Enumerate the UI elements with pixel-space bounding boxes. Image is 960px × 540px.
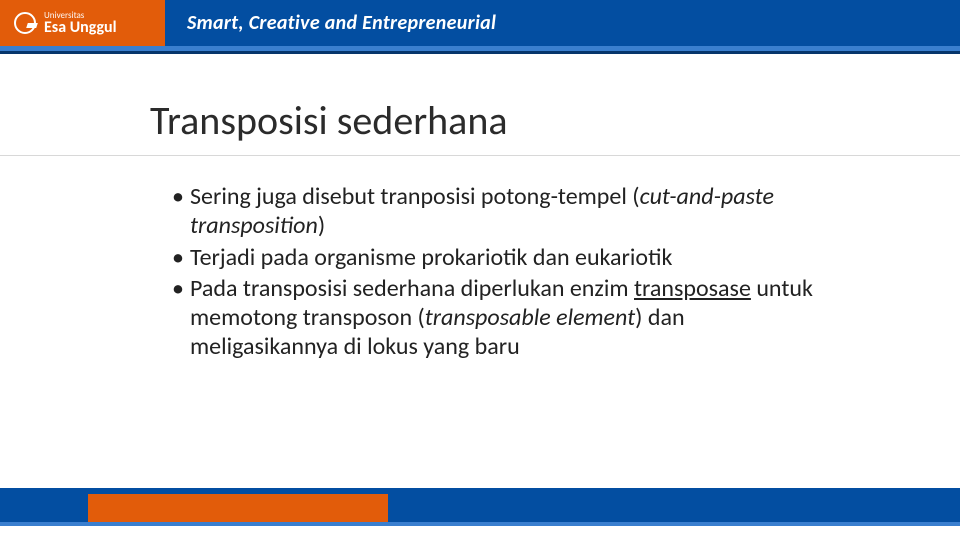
bullet-text: Sering juga disebut tranposisi potong-te… bbox=[190, 182, 640, 211]
bullet-item: Pada transposisi sederhana diperlukan en… bbox=[172, 274, 835, 362]
footer-underline bbox=[0, 522, 960, 526]
logo-box: Universitas Esa Unggul bbox=[0, 0, 165, 46]
footer-band bbox=[0, 488, 960, 528]
logo-line1: Universitas bbox=[44, 11, 117, 20]
bullet-item: Sering juga disebut tranposisi potong-te… bbox=[172, 182, 835, 241]
bullet-item: Terjadi pada organisme prokariotik dan e… bbox=[172, 243, 835, 272]
tagline: Smart, Creative and Entrepreneurial bbox=[187, 11, 496, 35]
bullet-text: ) bbox=[318, 211, 325, 240]
bullet-italic: transposable element bbox=[425, 303, 635, 332]
header-underline bbox=[0, 46, 960, 60]
bullet-underline: transposase bbox=[634, 274, 751, 303]
footer-orange-bar bbox=[88, 494, 388, 524]
slide-content: Sering juga disebut tranposisi potong-te… bbox=[172, 182, 835, 364]
logo-line2: Esa Unggul bbox=[44, 20, 117, 36]
logo-icon bbox=[14, 12, 36, 34]
header-band: Universitas Esa Unggul Smart, Creative a… bbox=[0, 0, 960, 46]
logo-text: Universitas Esa Unggul bbox=[44, 11, 117, 36]
slide-title: Transposisi sederhana bbox=[150, 96, 508, 145]
divider-line bbox=[0, 155, 960, 156]
bullet-text: Terjadi pada organisme prokariotik dan e… bbox=[190, 243, 672, 272]
tagline-box: Smart, Creative and Entrepreneurial bbox=[165, 0, 960, 46]
slide: Universitas Esa Unggul Smart, Creative a… bbox=[0, 0, 960, 540]
bullet-text: Pada transposisi sederhana diperlukan en… bbox=[190, 274, 634, 303]
